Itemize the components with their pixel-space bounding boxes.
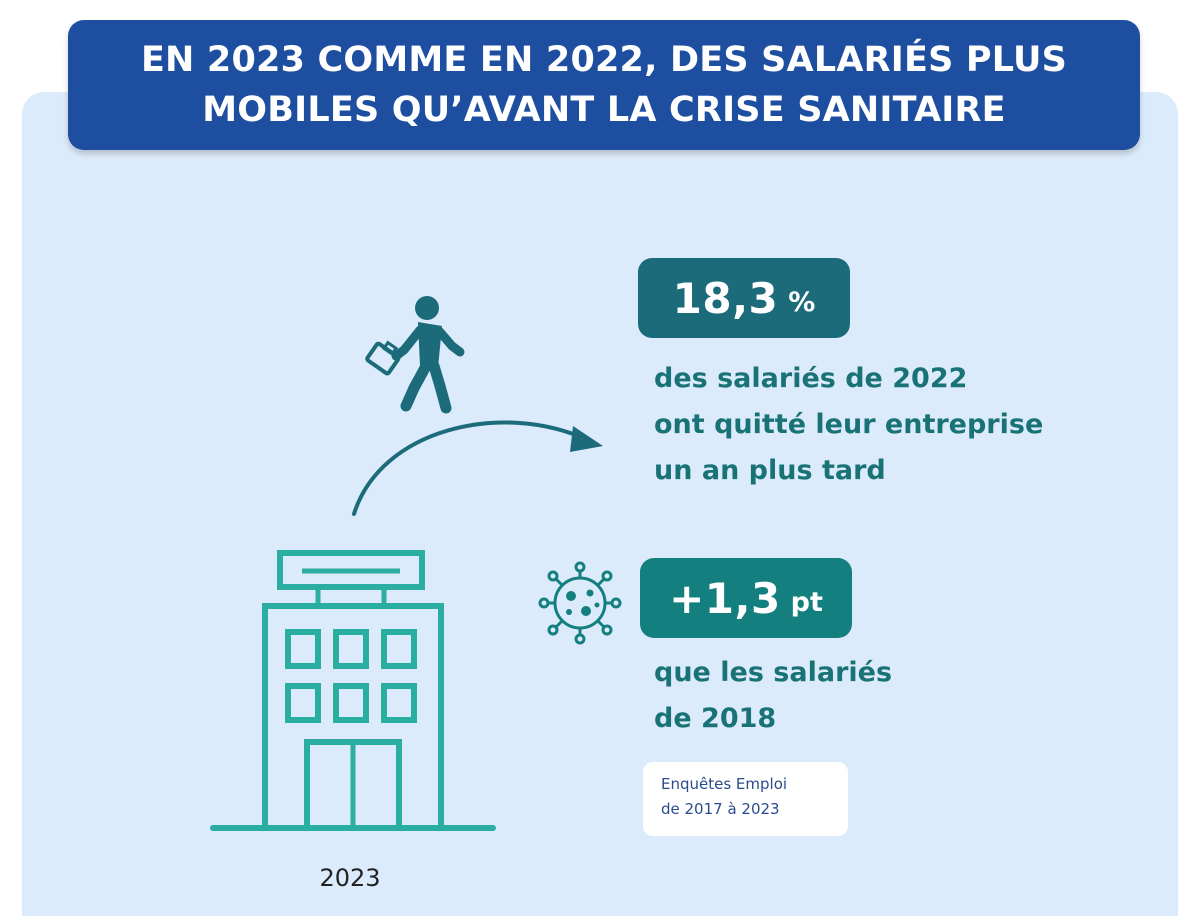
stat-description-1: des salariés de 2022 ont quitté leur ent… bbox=[654, 356, 1043, 494]
curved-arrow-icon bbox=[352, 420, 603, 516]
stat-description-line: ont quitté leur entreprise bbox=[654, 409, 1044, 440]
stat-unit: % bbox=[788, 286, 816, 318]
background-panel bbox=[22, 92, 1178, 916]
stat-badge-percentage: 18,3 % bbox=[638, 258, 850, 338]
title-line-1: EN 2023 COMME EN 2022, DES SALARIÉS PLUS bbox=[140, 40, 1068, 80]
stat-description-line: de 2018 bbox=[654, 703, 777, 734]
year-label: 2023 bbox=[319, 864, 381, 892]
stat-value: 18,3 bbox=[672, 273, 779, 323]
source-note: Enquêtes Emploi de 2017 à 2023 bbox=[643, 762, 848, 836]
stat-description-line: que les salariés bbox=[654, 657, 893, 688]
title-banner: EN 2023 COMME EN 2022, DES SALARIÉS PLUS… bbox=[68, 20, 1140, 150]
stat-badge-points: +1,3 pt bbox=[640, 558, 852, 638]
stat-value: +1,3 bbox=[669, 573, 781, 623]
stat-description-line: un an plus tard bbox=[654, 455, 886, 486]
stat-description-line: des salariés de 2022 bbox=[654, 363, 968, 394]
title-line-2: MOBILES QU’AVANT LA CRISE SANITAIRE bbox=[202, 90, 1006, 130]
virus-icon bbox=[538, 561, 622, 645]
stat-description-2: que les salariés de 2018 bbox=[654, 650, 892, 742]
stat-unit: pt bbox=[790, 586, 823, 618]
office-building-icon bbox=[210, 550, 496, 831]
source-line: de 2017 à 2023 bbox=[661, 800, 780, 818]
source-line: Enquêtes Emploi bbox=[661, 775, 788, 793]
walking-person-with-briefcase-icon bbox=[365, 296, 465, 414]
